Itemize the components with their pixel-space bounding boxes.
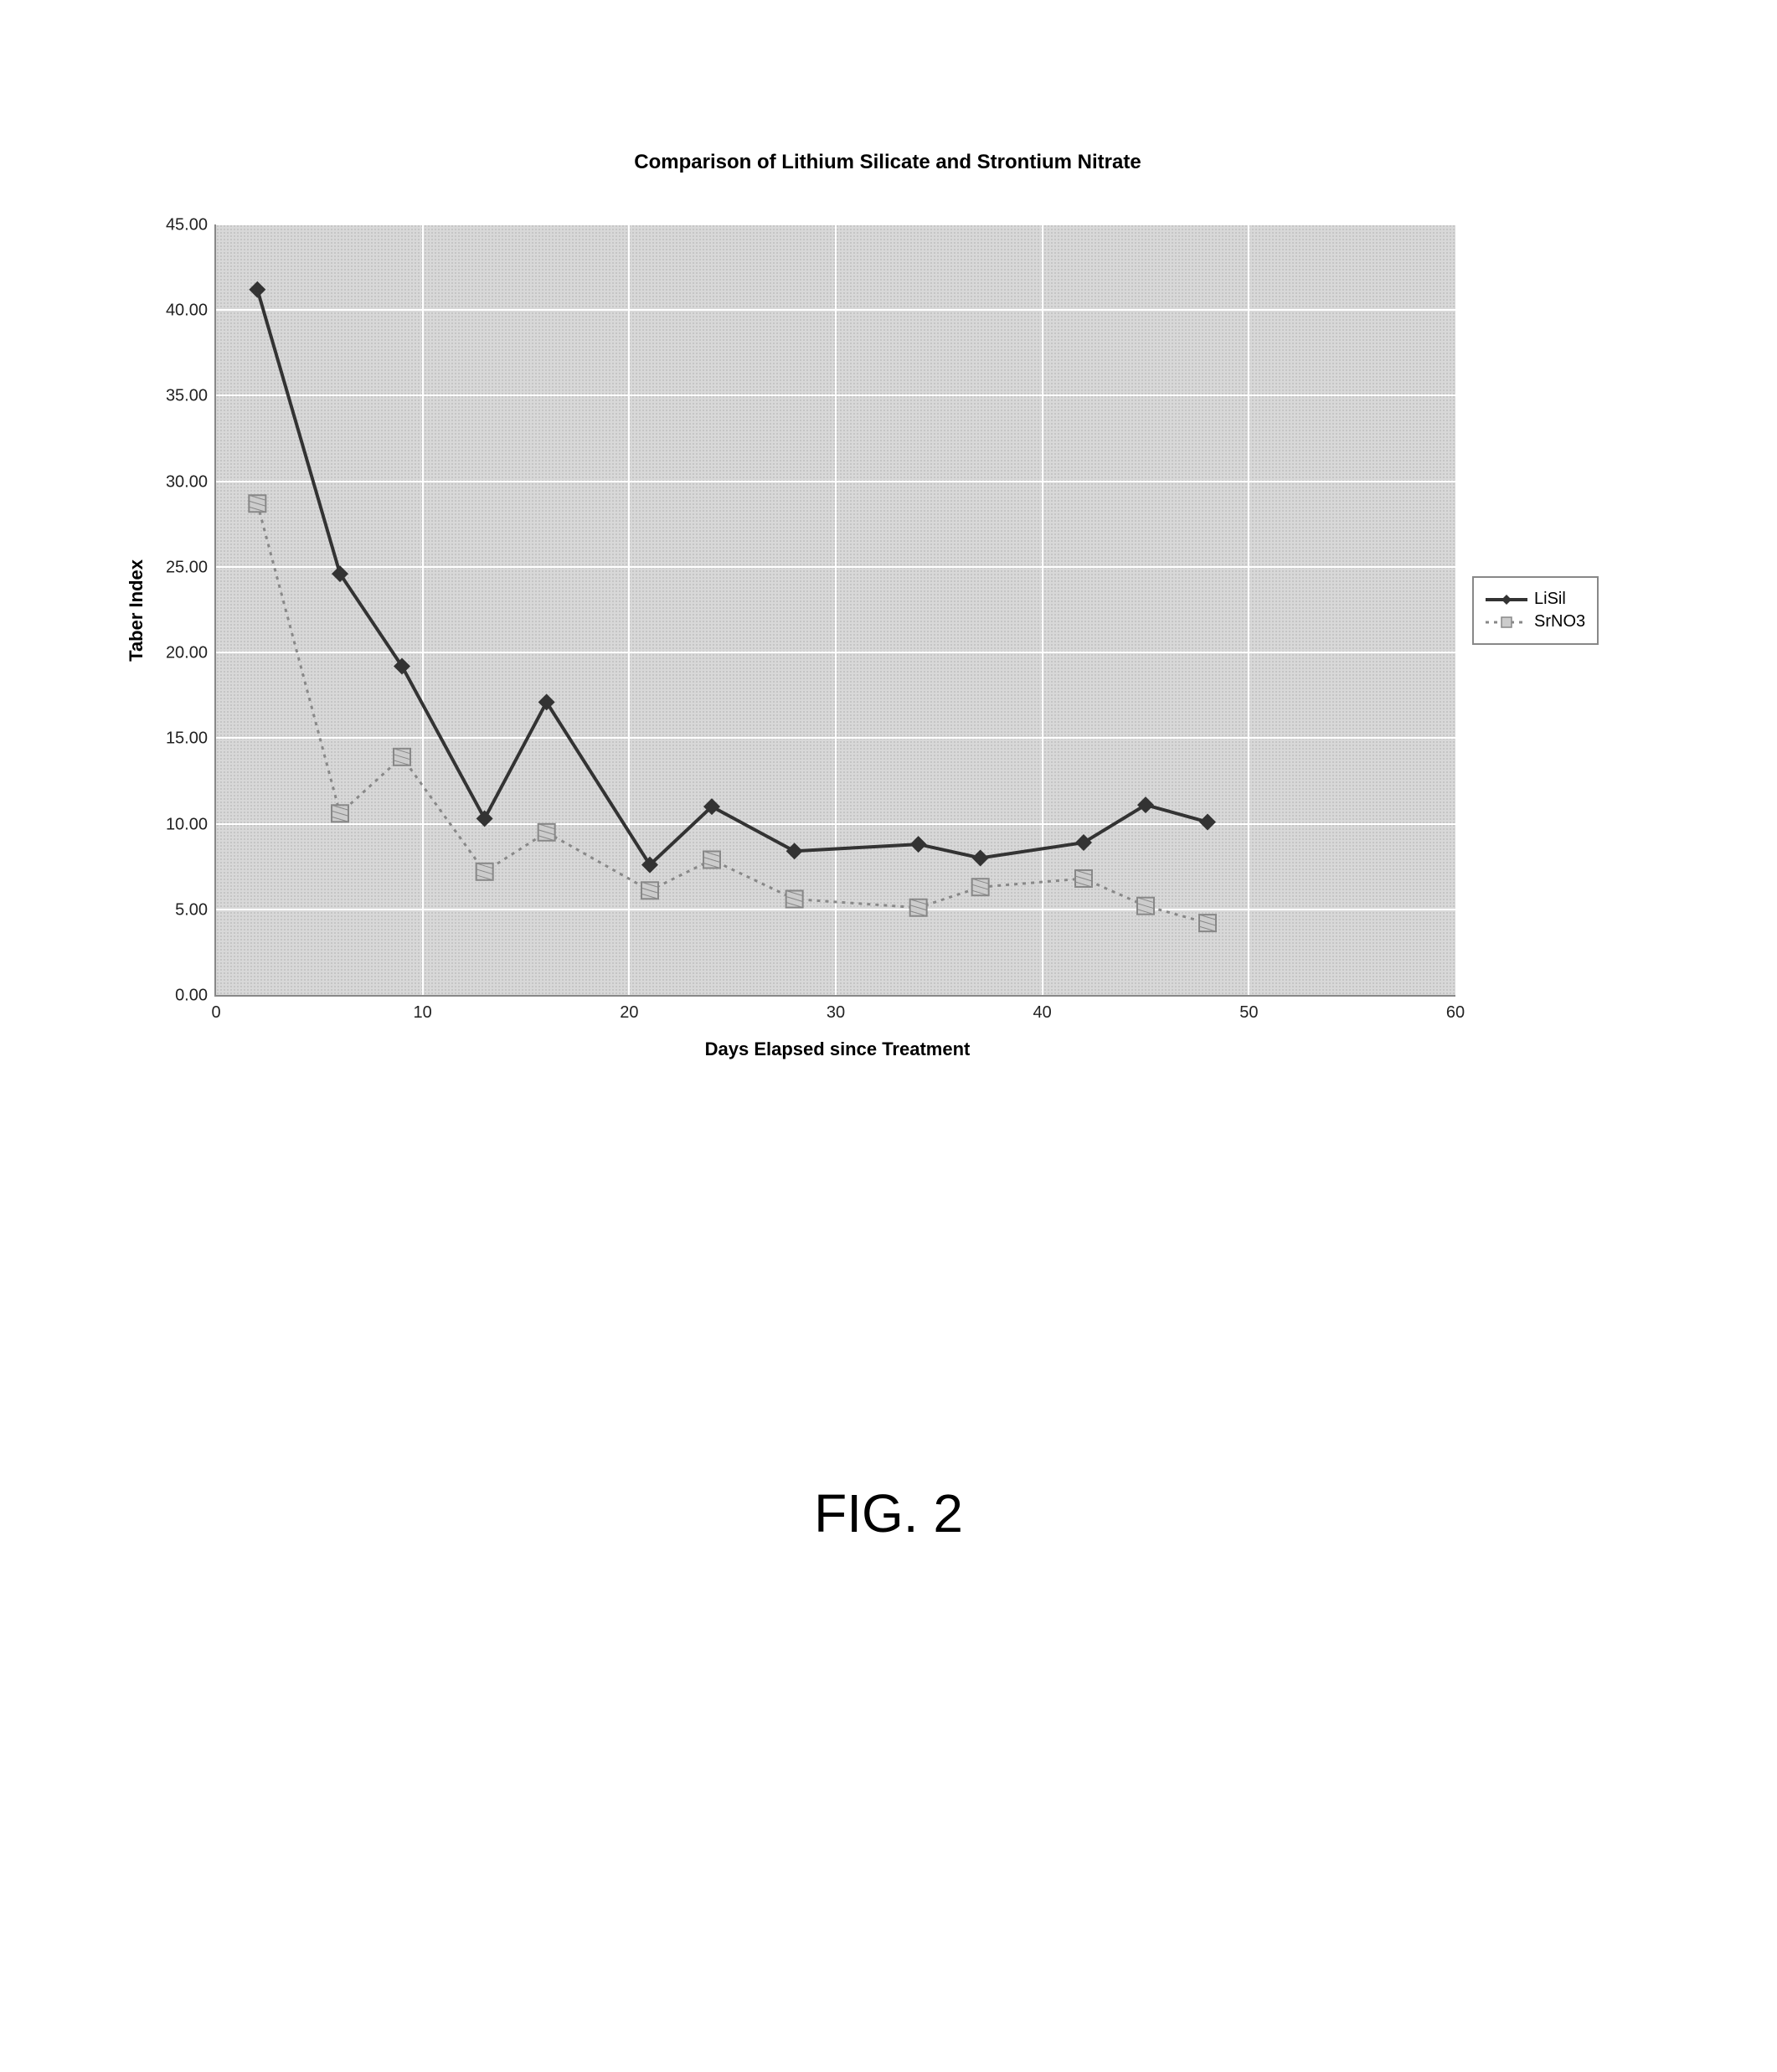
y-tick-label: 10.00 bbox=[166, 815, 208, 834]
y-tick-label: 40.00 bbox=[166, 302, 208, 321]
figure-label: FIG. 2 bbox=[0, 1482, 1777, 1544]
legend-swatch-icon bbox=[1486, 591, 1527, 608]
y-tick-label: 45.00 bbox=[166, 216, 208, 235]
legend-label: SrNO3 bbox=[1534, 612, 1585, 631]
x-tick-label: 50 bbox=[1239, 1003, 1258, 1023]
y-tick-label: 15.00 bbox=[166, 729, 208, 749]
x-tick-label: 10 bbox=[414, 1003, 432, 1023]
y-axis-ticks: 0.005.0010.0015.0020.0025.0030.0035.0040… bbox=[156, 225, 214, 996]
y-tick-label: 30.00 bbox=[166, 472, 208, 492]
series-SrNO3 bbox=[216, 224, 1455, 995]
legend: LiSil SrNO3 bbox=[1472, 576, 1599, 645]
y-tick-label: 25.00 bbox=[166, 558, 208, 577]
x-tick-label: 40 bbox=[1033, 1003, 1052, 1023]
y-tick-label: 35.00 bbox=[166, 387, 208, 406]
y-axis-label: Taber Index bbox=[126, 559, 147, 662]
y-tick-label: 0.00 bbox=[175, 987, 208, 1006]
x-tick-label: 20 bbox=[620, 1003, 638, 1023]
y-tick-label: 20.00 bbox=[166, 644, 208, 663]
chart-container: Comparison of Lithium Silicate and Stron… bbox=[126, 151, 1650, 1060]
legend-item-LiSil: LiSil bbox=[1486, 590, 1585, 609]
legend-swatch-icon bbox=[1486, 614, 1527, 631]
x-axis-label: Days Elapsed since Treatment bbox=[218, 1039, 1457, 1060]
x-tick-label: 30 bbox=[827, 1003, 845, 1023]
plot-area: 0102030405060 bbox=[214, 224, 1455, 997]
legend-label: LiSil bbox=[1534, 590, 1566, 609]
legend-item-SrNO3: SrNO3 bbox=[1486, 612, 1585, 631]
x-tick-label: 60 bbox=[1446, 1003, 1465, 1023]
y-tick-label: 5.00 bbox=[175, 900, 208, 920]
chart-title: Comparison of Lithium Silicate and Stron… bbox=[126, 151, 1650, 174]
x-tick-label: 0 bbox=[211, 1003, 220, 1023]
